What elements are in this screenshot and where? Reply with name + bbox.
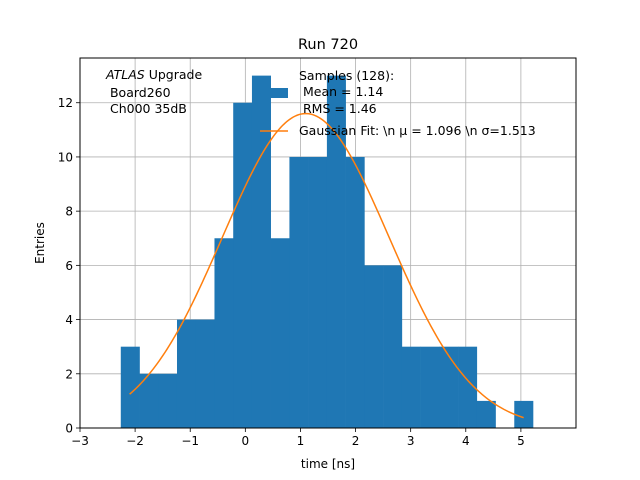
histogram-bar (476, 400, 496, 428)
histogram-bar (458, 346, 478, 428)
y-tick-label: 10 (58, 150, 73, 164)
histogram-bar (401, 346, 421, 428)
histogram-bar (326, 75, 346, 428)
x-tick-label: 4 (462, 434, 470, 448)
annotation-atlas: ATLAS (105, 67, 145, 82)
histogram-bar (345, 156, 365, 428)
x-tick-label: −3 (71, 434, 89, 448)
x-axis-ticks: −3 −2 −1 0 1 2 3 4 5 (71, 428, 525, 448)
histogram-bar (158, 373, 178, 428)
axes-frame (79, 57, 577, 429)
histogram-bar (214, 238, 234, 428)
histogram-bar (233, 102, 253, 428)
x-tick-label: 1 (297, 434, 305, 448)
histogram-bar (139, 373, 159, 428)
x-tick-label: −1 (181, 434, 199, 448)
atlas-annotation: ATLAS Upgrade Board260 Ch000 35dB (105, 67, 202, 116)
x-axis-label: time [ns] (301, 457, 355, 471)
legend-histogram-swatch (260, 88, 288, 98)
histogram-bar (439, 346, 459, 428)
legend-histogram-label-2: Mean = 1.14 (299, 84, 383, 99)
y-tick-label: 4 (65, 313, 73, 327)
histogram-bar (270, 238, 290, 428)
x-tick-label: 2 (352, 434, 360, 448)
y-tick-label: 6 (65, 259, 73, 273)
legend-fit-label: Gaussian Fit: \n μ = 1.096 \n σ=1.513 (299, 123, 536, 138)
x-tick-label: 0 (242, 434, 250, 448)
annotation-line-2: Board260 (106, 85, 171, 100)
x-tick-label: 5 (517, 434, 525, 448)
x-tick-label: 3 (407, 434, 415, 448)
legend-histogram-label-1: Samples (128): (299, 68, 394, 83)
histogram-bar (120, 346, 140, 428)
y-tick-label: 8 (65, 205, 73, 219)
histogram-bars (120, 75, 534, 428)
y-tick-label: 0 (65, 422, 73, 436)
y-axis-ticks: 0 2 4 6 8 10 12 (58, 96, 80, 436)
y-axis-label: Entries (33, 222, 47, 264)
annotation-upgrade: Upgrade (145, 67, 203, 82)
y-tick-label: 2 (65, 367, 73, 381)
histogram-bar (289, 156, 309, 428)
histogram-bar (420, 346, 440, 428)
histogram-bar (251, 75, 271, 428)
gaussian-fit-curve (129, 112, 524, 419)
x-tick-label: −2 (126, 434, 144, 448)
chart-title: Run 720 (298, 37, 358, 53)
histogram-bar (514, 400, 534, 428)
annotation-line-1: ATLAS Upgrade (105, 67, 202, 82)
histogram-bar (195, 319, 215, 428)
y-tick-label: 12 (58, 96, 73, 110)
annotation-line-3: Ch000 35dB (106, 101, 187, 116)
legend-histogram-label-3: RMS = 1.46 (299, 101, 377, 116)
histogram-bar (308, 156, 328, 428)
histogram-bar (383, 265, 403, 428)
histogram-bar (364, 265, 384, 428)
legend: Samples (128): Mean = 1.14 RMS = 1.46 Ga… (260, 68, 536, 138)
histogram-bar (176, 319, 197, 428)
